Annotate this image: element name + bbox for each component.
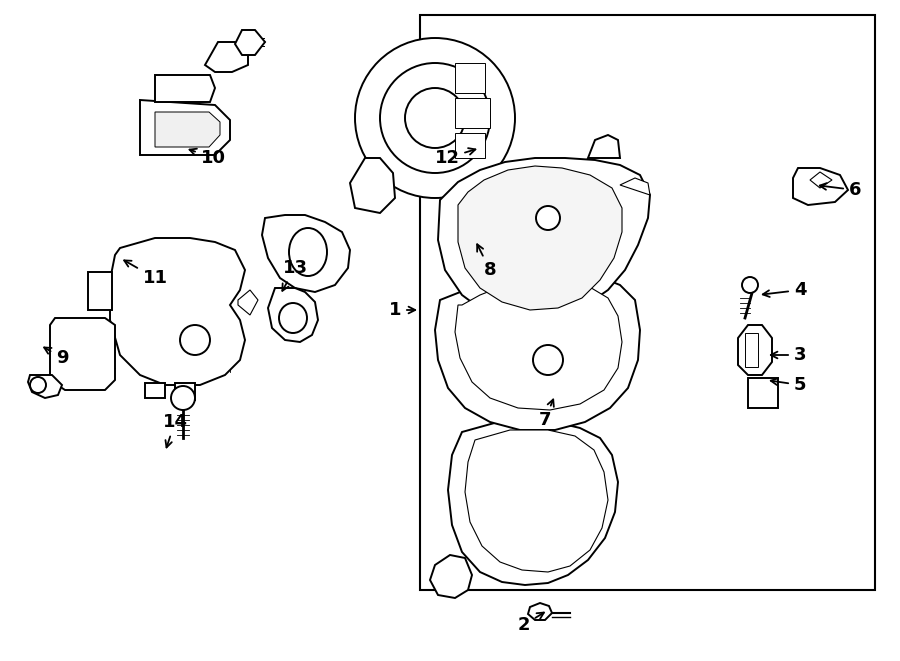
Polygon shape (455, 63, 485, 93)
Polygon shape (465, 430, 608, 572)
Circle shape (742, 277, 758, 293)
Text: 5: 5 (770, 376, 806, 394)
Polygon shape (455, 280, 622, 410)
Polygon shape (205, 42, 248, 72)
Polygon shape (88, 272, 112, 310)
Polygon shape (448, 420, 618, 585)
Polygon shape (155, 112, 220, 147)
Polygon shape (145, 383, 165, 398)
Text: 6: 6 (820, 181, 861, 199)
Circle shape (536, 206, 560, 230)
Polygon shape (235, 30, 265, 55)
Text: 12: 12 (435, 148, 475, 167)
Polygon shape (458, 166, 622, 310)
Text: 2: 2 (518, 613, 544, 634)
Circle shape (533, 345, 563, 375)
Polygon shape (175, 383, 195, 400)
Polygon shape (262, 215, 350, 292)
Polygon shape (620, 178, 650, 195)
Polygon shape (455, 98, 490, 128)
Text: 7: 7 (539, 399, 554, 429)
Polygon shape (438, 158, 650, 320)
Text: 4: 4 (763, 281, 806, 299)
Polygon shape (748, 378, 778, 408)
Polygon shape (430, 555, 472, 598)
Polygon shape (155, 75, 215, 102)
Polygon shape (50, 318, 115, 390)
Circle shape (30, 377, 46, 393)
Polygon shape (738, 325, 772, 375)
Text: 9: 9 (44, 348, 68, 367)
Text: 3: 3 (770, 346, 806, 364)
Polygon shape (28, 375, 62, 398)
Polygon shape (745, 333, 758, 367)
Circle shape (180, 325, 210, 355)
Polygon shape (435, 272, 640, 430)
Text: 10: 10 (190, 149, 226, 167)
Polygon shape (455, 133, 485, 158)
Text: 1: 1 (389, 301, 415, 319)
Polygon shape (810, 172, 832, 188)
Polygon shape (588, 135, 620, 158)
Text: 11: 11 (124, 260, 167, 287)
Bar (420, 15, 875, 590)
Polygon shape (238, 290, 258, 315)
Polygon shape (793, 168, 848, 205)
Polygon shape (268, 288, 318, 342)
Polygon shape (528, 603, 552, 620)
Circle shape (355, 38, 515, 198)
Text: 14: 14 (163, 413, 187, 447)
Circle shape (405, 88, 465, 148)
Polygon shape (110, 238, 245, 385)
Polygon shape (140, 100, 230, 155)
Text: 8: 8 (477, 245, 496, 279)
Circle shape (171, 386, 195, 410)
Polygon shape (350, 158, 395, 213)
Text: 13: 13 (283, 259, 308, 291)
Circle shape (380, 63, 490, 173)
